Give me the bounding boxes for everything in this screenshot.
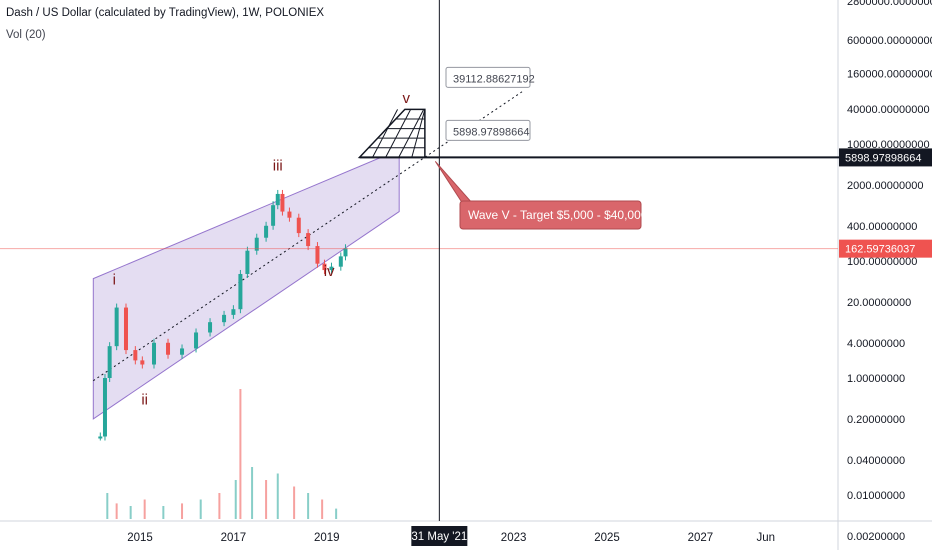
x-tick-label: 2019 (314, 532, 340, 544)
target-callout-text: 5898.97898664 (453, 126, 529, 138)
candle-body (114, 307, 119, 347)
target-callout-text: 39112.88627192 (453, 73, 535, 85)
candle-body (107, 346, 112, 378)
candle-body (231, 309, 236, 315)
candle-body (306, 233, 311, 247)
annotation-box (459, 200, 642, 230)
target-grid-line (385, 109, 412, 158)
candle-body (296, 217, 301, 234)
x-tick-label: 2015 (127, 532, 153, 544)
y-tick-label: 600000.00000000 (847, 35, 932, 47)
candle-body (343, 248, 348, 257)
candle-body (287, 211, 292, 218)
y-tick-label: 0.01000000 (847, 490, 905, 502)
y-tick-label: 0.04000000 (847, 455, 905, 467)
y-tick-label: 2000.00000000 (847, 180, 923, 192)
wave-label-iv: iv (324, 263, 335, 280)
wave-label-iii: iii (273, 158, 283, 175)
candle-body (280, 193, 285, 212)
x-tick-label: 2025 (594, 532, 620, 544)
x-tick-label: Jun (757, 532, 776, 544)
candle-body (123, 307, 128, 351)
y-tick-label: 100.00000000 (847, 256, 917, 268)
y-tick-label: 40000.00000000 (847, 104, 930, 116)
crosshair-price-label: 5898.97898664 (845, 152, 921, 164)
candle-body (275, 193, 280, 206)
volume-bar (129, 506, 132, 519)
x-tick-label: 2017 (221, 532, 247, 544)
volume-bar (199, 499, 202, 519)
candle-body (102, 378, 107, 437)
candle-body (166, 342, 171, 355)
candle-body (208, 322, 213, 333)
volume-bar (276, 473, 279, 519)
wave-label-i: i (113, 271, 116, 288)
volume-bar (162, 506, 165, 519)
target-grid-line (372, 109, 399, 158)
y-tick-label: 400.00000000 (847, 221, 917, 233)
candle-body (315, 246, 320, 264)
candle-body (338, 256, 343, 267)
crosshair-date-badge (411, 526, 468, 546)
x-tick-label: 2027 (688, 532, 714, 544)
target-grid-line (411, 109, 426, 158)
y-tick-label: 0.00200000 (847, 531, 905, 543)
target-grid-line (398, 109, 425, 158)
y-tick-label: 20.00000000 (847, 297, 911, 309)
volume-bar (307, 493, 310, 519)
crosshair-date-label: 31 May '21 (411, 531, 467, 543)
volume-bar (106, 493, 109, 519)
target-callout-box (445, 119, 531, 141)
volume-bar (239, 389, 242, 519)
target-callout-box (445, 66, 531, 88)
candle-body (245, 250, 250, 274)
volume-indicator-label: Vol (20) (6, 29, 46, 41)
volume-bar (218, 493, 221, 519)
annotation-text: Wave V - Target $5,000 - $40,000 (468, 208, 648, 222)
y-tick-label: 0.20000000 (847, 414, 905, 426)
volume-bar (251, 467, 254, 519)
candle-body (152, 342, 157, 365)
volume-bar (115, 503, 118, 519)
candle-body (254, 237, 259, 251)
candle-body (329, 266, 334, 271)
wave-label-ii: ii (141, 392, 148, 409)
volume-bar (234, 480, 237, 519)
candle-body (98, 436, 103, 439)
x-tick-label: 2023 (501, 532, 527, 544)
y-tick-label: 10000.00000000 (847, 139, 930, 151)
volume-bar (335, 508, 338, 519)
crosshair-price-badge (839, 148, 932, 167)
candle-body (140, 360, 145, 365)
volume-bar (265, 480, 268, 519)
y-tick-label: 1.00000000 (847, 373, 905, 385)
volume-bar (181, 503, 184, 519)
y-tick-label: 4.00000000 (847, 338, 905, 350)
volume-bar (293, 486, 296, 519)
y-tick-label: 2800000.00000000 (847, 0, 932, 8)
target-grid-box (357, 108, 426, 159)
volume-bar (321, 499, 324, 519)
y-tick-label: 160000.00000000 (847, 69, 932, 81)
candle-body (222, 314, 227, 323)
candle-body (194, 332, 199, 349)
candle-body (264, 225, 269, 238)
annotation-pointer (434, 161, 475, 205)
volume-bar (143, 499, 146, 519)
wave-label-v: v (402, 90, 410, 107)
candle-body (133, 350, 138, 361)
candle-body (180, 348, 185, 355)
last-price-badge (839, 239, 932, 258)
candle-body (322, 263, 327, 271)
price-channel (92, 148, 400, 420)
candle-body (271, 205, 276, 226)
candle-body (238, 273, 243, 310)
last-price-label: 162.59736037 (845, 244, 915, 256)
chart-title: Dash / US Dollar (calculated by TradingV… (6, 7, 325, 19)
